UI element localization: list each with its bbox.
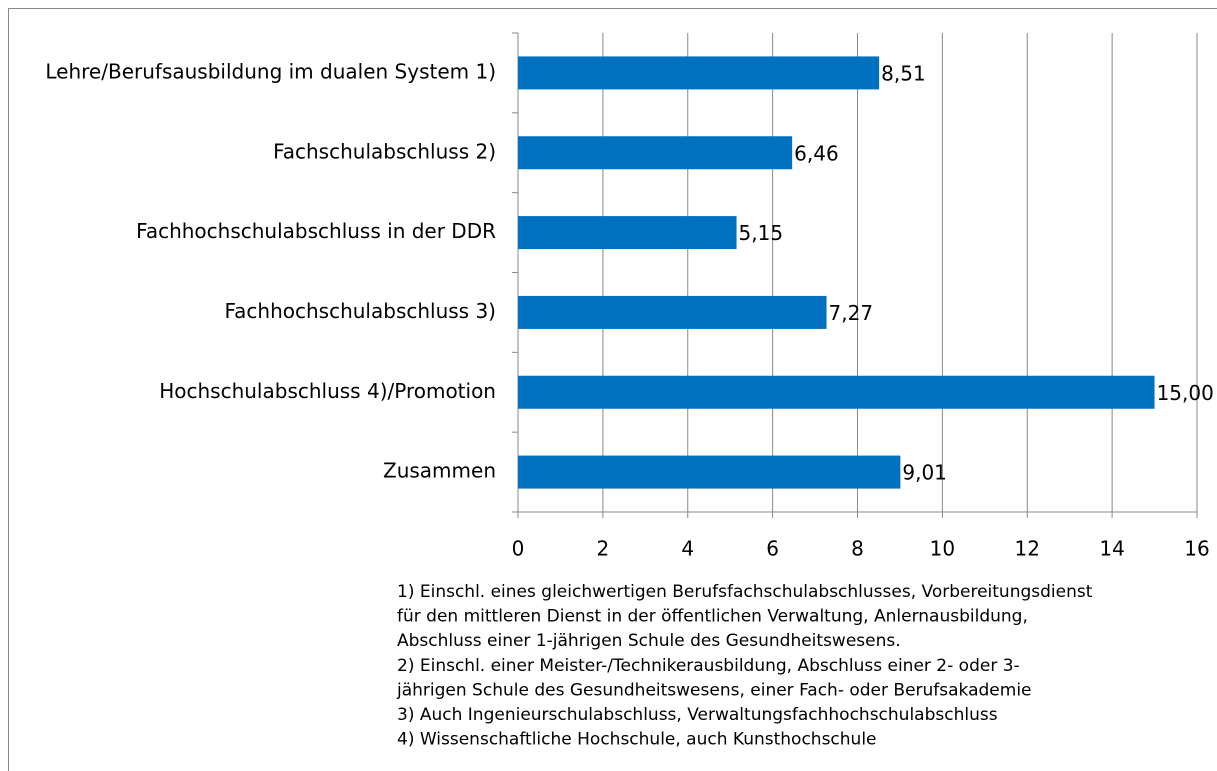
x-tick-label: 0: [512, 537, 525, 561]
bar: [518, 295, 827, 329]
value-label: 8,51: [881, 61, 926, 85]
x-tick-label: 2: [597, 537, 610, 561]
footnote: jährigen Schule des Gesundheitswesens, e…: [396, 680, 1032, 700]
category-label: Fachhochschulabschluss in der DDR: [136, 219, 496, 243]
x-tick-label: 4: [681, 537, 694, 561]
x-tick-label: 10: [930, 537, 955, 561]
bar: [518, 56, 880, 90]
x-tick-label: 16: [1184, 537, 1209, 561]
footnote: 3) Auch Ingenieurschulabschluss, Verwalt…: [397, 705, 998, 725]
category-label: Fachhochschulabschluss 3): [224, 299, 496, 323]
footnote: 2) Einschl. einer Meister-/Technikerausb…: [397, 656, 1020, 676]
category-label: Hochschulabschluss 4)/Promotion: [159, 379, 496, 403]
frame: [8, 8, 1217, 771]
category-label: Fachschulabschluss 2): [273, 139, 496, 163]
footnote: 4) Wissenschaftliche Hochschule, auch Ku…: [397, 730, 877, 750]
value-label: 7,27: [829, 301, 874, 325]
category-label: Lehre/Berufsausbildung im dualen System …: [45, 59, 496, 83]
bar: [518, 216, 737, 250]
footnote: Abschluss einer 1-jährigen Schule des Ge…: [397, 631, 901, 651]
bar: [518, 375, 1155, 409]
x-tick-label: 8: [851, 537, 864, 561]
x-tick-label: 12: [1015, 537, 1040, 561]
bar: [518, 455, 901, 489]
value-label: 6,46: [794, 141, 839, 165]
value-label: 9,01: [902, 461, 947, 485]
footnote: 1) Einschl. eines gleichwertigen Berufsf…: [397, 582, 1093, 602]
value-label: 15,00: [1157, 381, 1214, 405]
category-label: Zusammen: [383, 459, 496, 483]
x-tick-label: 6: [766, 537, 779, 561]
value-label: 5,15: [739, 221, 784, 245]
footnote: für den mittleren Dienst in der öffentli…: [397, 607, 1028, 627]
bar: [518, 136, 793, 170]
x-tick-label: 14: [1099, 537, 1124, 561]
